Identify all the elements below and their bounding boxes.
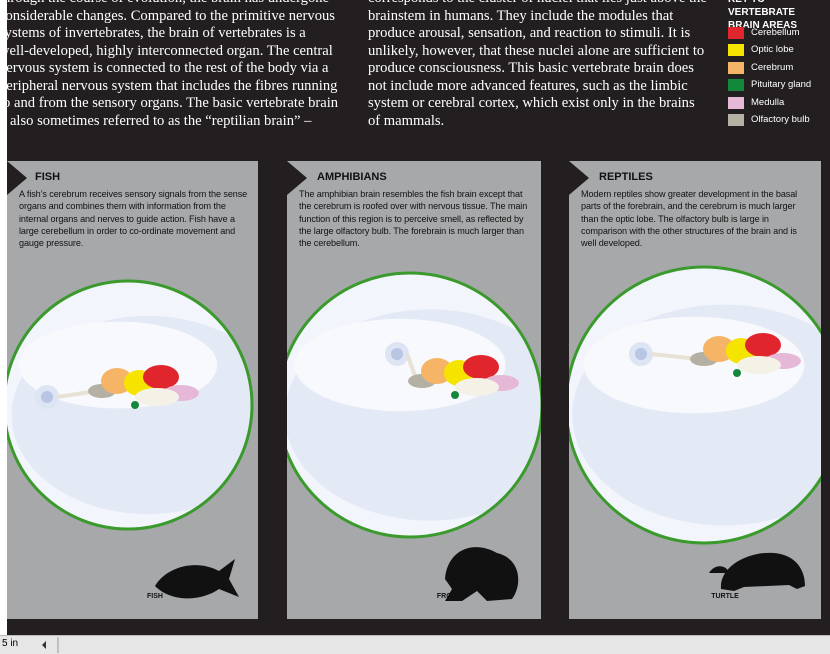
silhouette-label: TURTLE [711, 593, 739, 600]
key-label: Pituitary gland [751, 79, 812, 91]
text-line: nervous system is connected to the rest … [7, 60, 329, 76]
key-title: BRAIN AREAS [728, 20, 798, 31]
text-line: considerable changes. Compared to the pr… [7, 7, 335, 24]
lens-ring [287, 271, 541, 539]
key-swatch [728, 44, 744, 57]
text-line: produce arousal, sensation, and reaction… [368, 25, 691, 41]
brainstem [135, 388, 179, 406]
silhouette [155, 559, 239, 599]
key-label: Olfactory bulb [751, 114, 810, 125]
key-swatch [728, 96, 744, 109]
text-line: peripheral nervous system that includes … [7, 77, 338, 94]
text-line: to and from the sensory organs. The basi… [7, 95, 339, 111]
eye [35, 385, 59, 409]
panel: FISH A fish’s cerebrum receives sensory s… [7, 161, 258, 619]
head [11, 315, 252, 515]
panel-description: The amphibian brain resembles the fish b… [299, 189, 528, 249]
text-line: of mammals. [368, 112, 445, 129]
left-column: through the course of evolution, the bra… [7, 0, 338, 130]
text-line: systems of invertebrates, the brain of v… [7, 25, 306, 41]
key-swatch [728, 27, 744, 39]
text-line: unlikely, however, that these nuclei alo… [368, 42, 705, 59]
title-marker [569, 161, 589, 195]
text-line: produce consciousness. This basic verteb… [368, 60, 694, 76]
key-label: Optic lobe [751, 44, 794, 56]
panel-description: Modern reptiles show greater development… [581, 189, 798, 249]
illustration [569, 161, 821, 591]
panel: REPTILES Modern reptiles show greater dev… [569, 161, 821, 619]
text-line: brainstem in humans. They include the mo… [368, 7, 674, 24]
head [572, 304, 821, 526]
brainstem [737, 356, 781, 374]
lens-ring [569, 265, 821, 545]
pituitary [131, 401, 139, 409]
cerebellum [463, 355, 499, 379]
key-swatch [728, 61, 744, 74]
key-swatch [728, 114, 744, 126]
key-swatch [728, 79, 744, 92]
silhouette [445, 547, 519, 601]
text-line: through the course of evolution, the bra… [7, 0, 338, 8]
panel-title: FISH [35, 171, 61, 183]
illustration [7, 161, 254, 599]
brainstem [455, 378, 499, 396]
silhouette-label: FISH [147, 593, 163, 600]
key-label: Cerebrum [751, 61, 794, 73]
silhouette-label: FROG [436, 593, 458, 600]
text-line: not include more advanced features, such… [368, 77, 688, 94]
text-line: corresponds to the cluster of nuclei tha… [368, 0, 707, 8]
cerebellum [745, 333, 781, 357]
panel-title: REPTILES [599, 171, 653, 183]
scroll-arrow[interactable] [40, 637, 80, 653]
panel: AMPHIBIANS The amphibian brain resembles … [287, 161, 541, 619]
pituitary [733, 369, 741, 377]
illustration [287, 161, 541, 601]
eye [385, 342, 409, 366]
zoom-label: 5 in [2, 638, 19, 649]
eye [629, 342, 653, 366]
spread: through the course of evolution, the bra… [7, 0, 830, 635]
cerebellum [143, 365, 179, 389]
panel-description: A fish’s cerebrum receives sensory signa… [19, 189, 248, 249]
key-label: Medulla [751, 96, 785, 108]
text-line: well-developed, highly interconnected or… [7, 42, 333, 59]
status-bar: 5 in [0, 635, 830, 654]
pituitary [451, 391, 459, 399]
key-title: KEY TO VERTEBRATE [728, 0, 796, 18]
panel-title: AMPHIBIANS [317, 171, 387, 183]
head [287, 309, 541, 521]
title-marker [7, 161, 27, 195]
text-line: – also sometimes referred to as the “rep… [7, 112, 312, 129]
key-label: Cerebellum [751, 27, 800, 38]
silhouette [709, 552, 805, 591]
text-line: system or cerebral cortex, which exist o… [368, 95, 695, 111]
lens-ring [7, 279, 254, 531]
title-marker [287, 161, 307, 195]
middle-column: corresponds to the cluster of nuclei tha… [368, 0, 707, 130]
